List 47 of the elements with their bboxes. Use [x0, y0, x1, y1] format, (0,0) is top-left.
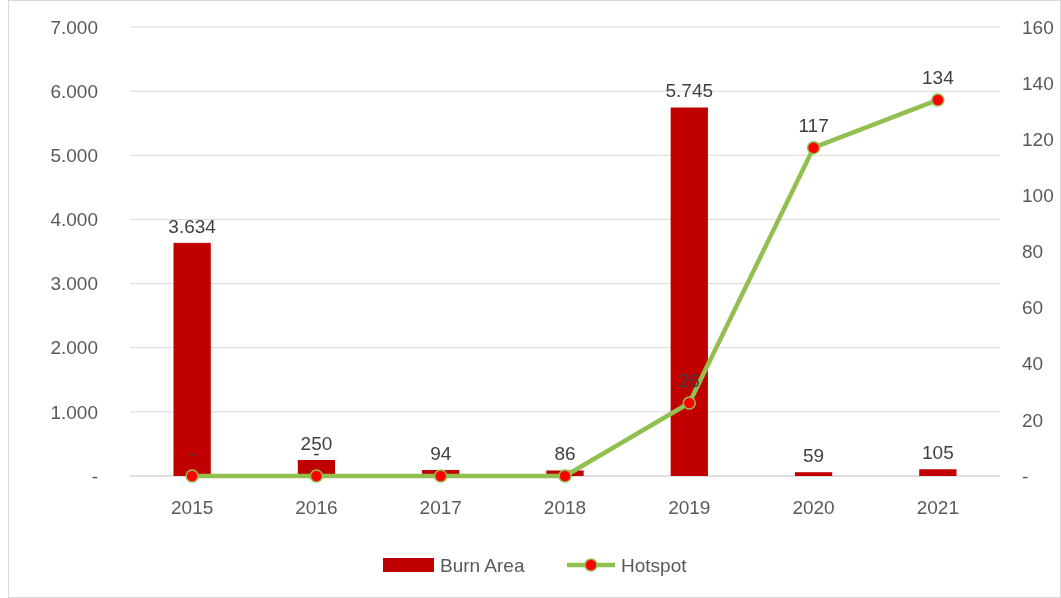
bar — [794, 472, 833, 476]
x-tick-label: 2021 — [916, 497, 959, 518]
data-label: - — [188, 443, 196, 464]
x-tick-label: 2018 — [543, 497, 587, 518]
y-tick-label: 3.000 — [50, 273, 98, 295]
data-label: 117 — [798, 114, 829, 136]
point — [433, 469, 448, 483]
point — [185, 469, 199, 483]
y2-tick-label: 40 — [1022, 353, 1044, 375]
legend-label: Burn Area — [440, 554, 525, 576]
point — [682, 396, 697, 410]
x-tick-label: 2016 — [295, 497, 338, 518]
y-tick-label: 5.000 — [50, 144, 98, 166]
y-tick-label: 6.000 — [50, 80, 98, 102]
data-label: 3.634 — [168, 215, 217, 237]
point — [558, 469, 572, 483]
x-tick-label: 2017 — [419, 497, 462, 518]
data-label: 5.745 — [665, 80, 714, 102]
bar — [173, 242, 211, 476]
data-label: 59 — [803, 445, 825, 467]
data-label: 86 — [554, 443, 576, 465]
y2-tick-label: 80 — [1022, 241, 1044, 263]
data-label: 94 — [430, 442, 452, 464]
point — [806, 140, 821, 155]
y2-tick-label: 120 — [1022, 128, 1054, 150]
data-label: 105 — [922, 442, 954, 464]
legend-label: Hotspot — [621, 554, 688, 576]
y2-tick-label: 100 — [1022, 185, 1054, 207]
y-tick-label: 2.000 — [50, 337, 98, 359]
y2-tick-label: 20 — [1022, 409, 1044, 431]
y2-tick-label: 160 — [1022, 16, 1054, 38]
data-label: 26 — [678, 370, 700, 392]
data-label: 134 — [922, 66, 955, 88]
x-tick-label: 2019 — [668, 497, 711, 518]
y2-tick-label: 60 — [1022, 297, 1044, 319]
x-tick-label: 2020 — [792, 497, 835, 518]
y-tick-label: 4.000 — [50, 209, 98, 231]
y2-tick-label: - — [1022, 465, 1029, 487]
point — [309, 469, 324, 483]
point — [931, 93, 945, 107]
bar — [919, 469, 957, 476]
y-tick-label: 7.000 — [50, 16, 98, 38]
y-tick-label: 1.000 — [50, 401, 98, 423]
bar — [670, 107, 708, 476]
x-tick-label: 2015 — [171, 497, 214, 518]
y2-tick-label: 140 — [1022, 72, 1054, 94]
y-tick-label: - — [91, 465, 98, 487]
